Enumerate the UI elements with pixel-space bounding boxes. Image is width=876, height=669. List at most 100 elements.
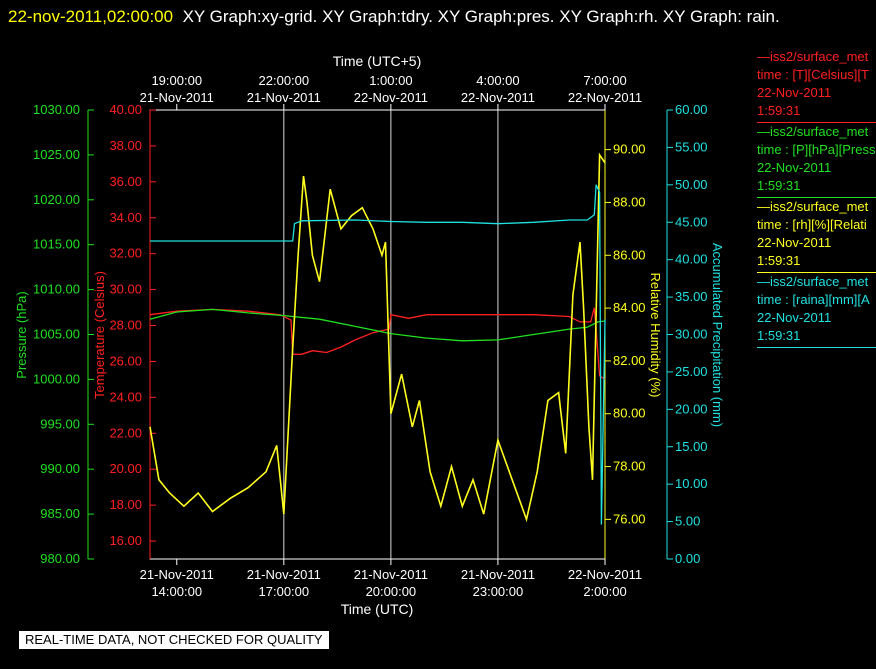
precip-tick-label: 60.00 <box>675 102 708 117</box>
precip-tick-label: 40.00 <box>675 252 708 267</box>
x-tick-label-top-time: 1:00:00 <box>369 73 412 88</box>
pressure-tick-label: 1015.00 <box>33 237 80 252</box>
x-tick-label-bottom-date: 21-Nov-2011 <box>354 567 428 582</box>
legend-entry-text: time : [T][Celsius][T <box>757 67 869 82</box>
humidity-tick-label: 76.00 <box>613 511 646 526</box>
timestamp: 22-nov-2011,02:00:00 <box>8 7 174 26</box>
temperature-tick-label: 24.00 <box>109 389 142 404</box>
pressure-tick-label: 1025.00 <box>33 147 80 162</box>
legend-entry-text: —iss2/surface_met <box>757 49 869 64</box>
temperature-tick-label: 38.00 <box>109 138 142 153</box>
x-tick-label-bottom-time: 23:00:00 <box>473 584 524 599</box>
pressure-tick-label: 985.00 <box>40 506 80 521</box>
legend-entry-text: 22-Nov-2011 <box>757 160 832 175</box>
pressure-tick-label: 1005.00 <box>33 327 80 342</box>
humidity-tick-label: 78.00 <box>613 459 646 474</box>
x-tick-label-bottom-date: 21-Nov-2011 <box>461 567 535 582</box>
x-tick-label-top-time: 19:00:00 <box>151 73 202 88</box>
legend-entry-text: 22-Nov-2011 <box>757 85 832 100</box>
humidity-tick-label: 86.00 <box>613 247 646 262</box>
temperature-tick-label: 34.00 <box>109 210 142 225</box>
precip-tick-label: 45.00 <box>675 214 708 229</box>
legend-entry-text: 1:59:31 <box>757 253 801 268</box>
pressure-tick-label: 990.00 <box>40 461 80 476</box>
temperature-tick-label: 26.00 <box>109 353 142 368</box>
humidity-tick-label: 88.00 <box>613 194 646 209</box>
legend-entry-text: —iss2/surface_met <box>757 274 869 289</box>
x-tick-label-top-date: 22-Nov-2011 <box>568 90 642 105</box>
x-tick-label-bottom-time: 2:00:00 <box>583 584 626 599</box>
legend-entry-text: time : [P][hPa][Press <box>757 142 876 157</box>
precip-tick-label: 50.00 <box>675 177 708 192</box>
temperature-tick-label: 32.00 <box>109 246 142 261</box>
legend-entry-text: 1:59:31 <box>757 103 801 118</box>
temperature-tick-label: 30.00 <box>109 282 142 297</box>
x-tick-label-bottom-date: 22-Nov-2011 <box>568 567 642 582</box>
x-axis-label-bottom: Time (UTC) <box>341 601 414 617</box>
series-layer <box>149 152 606 525</box>
precip-tick-label: 5.00 <box>675 514 700 529</box>
temperature-tick-label: 36.00 <box>109 174 142 189</box>
pressure-axis-label: Pressure (hPa) <box>14 291 29 378</box>
graph-titles: XY Graph:xy-grid. XY Graph:tdry. XY Grap… <box>182 7 780 26</box>
series-line-rain <box>150 184 606 525</box>
legend-entry-text: 1:59:31 <box>757 178 801 193</box>
x-tick-label-top-date: 21-Nov-2011 <box>140 90 214 105</box>
x-axis-label-top: Time (UTC+5) <box>333 53 422 69</box>
precip-tick-label: 55.00 <box>675 139 708 154</box>
humidity-tick-label: 90.00 <box>613 142 646 157</box>
axes: 21-Nov-2011 14:00:00 21-Nov-2011 17:00:00 21… <box>33 73 708 599</box>
precip-tick-label: 35.00 <box>675 289 708 304</box>
pressure-tick-label: 1010.00 <box>33 282 80 297</box>
x-tick-label-top-date: 22-Nov-2011 <box>354 90 428 105</box>
legend-entry: —iss2/surface_met time : [raina][mm][A 22-… <box>757 273 876 348</box>
precip-tick-label: 10.00 <box>675 476 708 491</box>
humidity-tick-label: 80.00 <box>613 406 646 421</box>
pressure-tick-label: 1020.00 <box>33 192 80 207</box>
temperature-tick-label: 40.00 <box>109 102 142 117</box>
precip-tick-label: 20.00 <box>675 401 708 416</box>
x-tick-label-bottom-date: 21-Nov-2011 <box>247 567 321 582</box>
pressure-tick-label: 1000.00 <box>33 371 80 386</box>
x-tick-label-top-time: 7:00:00 <box>583 73 626 88</box>
legend: —iss2/surface_met time : [T][Celsius][T 22… <box>757 48 876 348</box>
precip-tick-label: 25.00 <box>675 364 708 379</box>
precip-axis-label: Accumulated Precipitation (mm) <box>710 243 725 427</box>
x-tick-label-top-time: 4:00:00 <box>476 73 519 88</box>
pressure-tick-label: 1030.00 <box>33 102 80 117</box>
pressure-tick-label: 980.00 <box>40 551 80 566</box>
precip-tick-label: 0.00 <box>675 551 700 566</box>
x-tick-label-bottom-time: 14:00:00 <box>151 584 202 599</box>
series-line-rh <box>149 152 606 523</box>
quality-warning: REAL-TIME DATA, NOT CHECKED FOR QUALITY <box>19 631 329 649</box>
x-tick-label-top-date: 21-Nov-2011 <box>247 90 321 105</box>
precip-tick-label: 30.00 <box>675 327 708 342</box>
x-tick-label-top-date: 22-Nov-2011 <box>461 90 535 105</box>
pressure-tick-label: 995.00 <box>40 416 80 431</box>
temperature-tick-label: 18.00 <box>109 497 142 512</box>
temperature-axis-label: Temperature (Celsius) <box>92 271 107 399</box>
humidity-tick-label: 82.00 <box>613 353 646 368</box>
x-tick-label-bottom-time: 17:00:00 <box>259 584 310 599</box>
temperature-tick-label: 16.00 <box>109 533 142 548</box>
humidity-axis-label: Relative Humidity (%) <box>648 273 663 398</box>
precip-tick-label: 15.00 <box>675 439 708 454</box>
x-tick-label-bottom-date: 21-Nov-2011 <box>140 567 214 582</box>
temperature-tick-label: 20.00 <box>109 461 142 476</box>
temperature-tick-label: 28.00 <box>109 318 142 333</box>
legend-entry-text: 22-Nov-2011 <box>757 235 832 250</box>
x-tick-label-bottom-time: 20:00:00 <box>366 584 417 599</box>
legend-entry-text: —iss2/surface_met <box>757 124 869 139</box>
legend-entry-text: time : [raina][mm][A <box>757 292 870 307</box>
x-tick-label-top-time: 22:00:00 <box>259 73 310 88</box>
humidity-tick-label: 84.00 <box>613 300 646 315</box>
chart-header: 22-nov-2011,02:00:00 XY Graph:xy-grid. X… <box>8 2 868 32</box>
legend-entry-text: —iss2/surface_met <box>757 199 869 214</box>
legend-entry-text: 1:59:31 <box>757 328 801 343</box>
legend-entry: —iss2/surface_met time : [rh][%][Relati 22… <box>757 198 876 273</box>
series-line-pres <box>149 308 606 342</box>
series-line-tdry <box>149 307 606 380</box>
